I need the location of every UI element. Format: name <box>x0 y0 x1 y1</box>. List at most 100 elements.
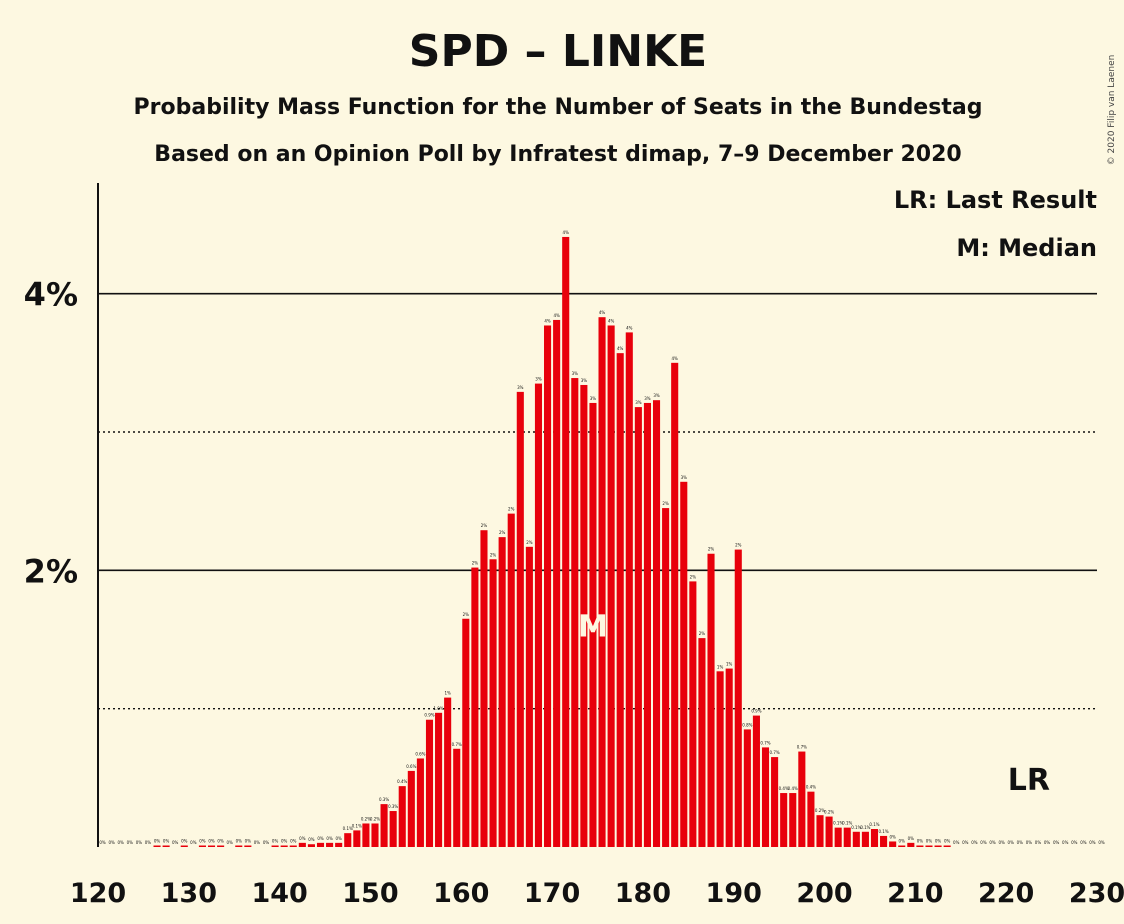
bar-label-141: 0% <box>290 839 297 844</box>
bar-label-182: 2% <box>662 501 669 506</box>
bar-label-171: 4% <box>563 230 570 235</box>
bar-label-206: 0.1% <box>878 829 888 834</box>
bar-154 <box>407 770 415 847</box>
bar-145 <box>326 842 334 847</box>
bar-135 <box>235 845 243 847</box>
bar-208 <box>898 845 906 847</box>
bar-194 <box>771 757 779 847</box>
bar-169 <box>544 325 552 847</box>
bar-label-140: 0% <box>281 839 288 844</box>
x-tick-label: 130 <box>161 878 217 909</box>
bar-label-157: 1.0% <box>433 706 443 711</box>
bar-label-153: 0.4% <box>397 779 407 784</box>
bar-label-190: 2% <box>735 543 742 548</box>
bar-163 <box>489 559 497 847</box>
bar-label-150: 0.2% <box>370 816 380 821</box>
bar-187 <box>707 553 715 847</box>
bar-210 <box>916 845 924 847</box>
bar-149 <box>362 823 370 847</box>
bar-141 <box>289 845 297 847</box>
bar-label-188: 1% <box>717 664 724 669</box>
bar-213 <box>943 845 951 847</box>
bar-129 <box>180 845 188 847</box>
bar-label-223: 0% <box>1035 840 1042 845</box>
bar-label-213: 0% <box>944 839 951 844</box>
last-result-marker: LR <box>1008 763 1050 798</box>
x-ticks: 120 130 140 150 160 170 180 190 200 210 220 230 <box>70 878 1124 909</box>
x-tick-label: 230 <box>1069 878 1124 909</box>
bar-label-212: 0% <box>935 839 942 844</box>
bar-label-135: 0% <box>236 839 243 844</box>
bar-label-218: 0% <box>989 840 996 845</box>
bar-190 <box>734 549 742 847</box>
bar-156 <box>425 719 434 847</box>
bar-172 <box>571 378 579 847</box>
bar-label-227: 0% <box>1071 840 1078 845</box>
x-tick-label: 210 <box>887 878 943 909</box>
bar-label-215: 0% <box>962 840 969 845</box>
bar-212 <box>934 845 942 847</box>
bar-151 <box>380 804 388 847</box>
bar-131 <box>198 845 206 847</box>
bar-label-219: 0% <box>998 840 1005 845</box>
bar-label-169: 4% <box>544 318 551 323</box>
bar-192 <box>752 715 760 847</box>
bar-label-172: 3% <box>572 371 579 376</box>
bars <box>153 236 951 847</box>
bar-143 <box>307 844 315 847</box>
bar-155 <box>416 758 424 847</box>
gridlines <box>98 292 1097 710</box>
bar-label-166: 3% <box>517 385 524 390</box>
bar-label-199: 0.2% <box>815 808 825 813</box>
bar-label-200: 0.2% <box>824 810 834 815</box>
bar-label-155: 0.6% <box>415 751 425 756</box>
bar-label-203: 0.1% <box>851 825 861 830</box>
x-tick-label: 200 <box>796 878 852 909</box>
bar-label-163: 2% <box>490 552 497 557</box>
bar-153 <box>398 786 406 847</box>
bar-196 <box>789 793 797 847</box>
bar-186 <box>698 638 706 847</box>
median-marker: M <box>578 610 608 645</box>
bar-146 <box>335 842 343 847</box>
bar-labels: 0% 0% 0% 0% 0% 0% 0% 0% 0% 0% 0% 0% 0% 0% 0% 0% 0% 0% 0% 0%… <box>99 230 1105 845</box>
bar-184 <box>680 481 688 847</box>
bar-label-142: 0% <box>299 836 306 841</box>
bar-label-208: 0% <box>899 839 906 844</box>
chart-subtitle-2: Based on an Opinion Poll by Infratest di… <box>154 142 961 167</box>
bar-label-165: 2% <box>508 507 515 512</box>
bar-label-164: 2% <box>499 530 506 535</box>
bar-label-198: 0.4% <box>806 785 816 790</box>
bar-label-202: 0.1% <box>842 821 852 826</box>
bar-199 <box>816 815 824 847</box>
bar-140 <box>280 845 288 847</box>
bar-211 <box>925 845 933 847</box>
bar-label-159: 0.7% <box>452 742 462 747</box>
bar-label-196: 0.4% <box>788 786 798 791</box>
bar-label-139: 0% <box>272 839 279 844</box>
bar-label-228: 0% <box>1080 840 1087 845</box>
bar-157 <box>435 712 443 847</box>
bar-206 <box>880 835 888 847</box>
bar-label-179: 3% <box>635 400 642 405</box>
bar-158 <box>444 697 452 847</box>
bar-182 <box>662 508 670 847</box>
bar-label-129: 0% <box>181 839 188 844</box>
bar-label-201: 0.1% <box>833 821 843 826</box>
x-tick-label: 160 <box>433 878 489 909</box>
bar-171 <box>562 236 570 847</box>
bar-170 <box>553 319 561 847</box>
bar-label-130: 0% <box>190 840 197 845</box>
bar-161 <box>471 567 479 847</box>
bar-label-144: 0% <box>317 836 324 841</box>
bar-label-161: 2% <box>472 561 479 566</box>
bar-label-146: 0% <box>335 836 342 841</box>
bar-176 <box>607 325 615 847</box>
bar-label-181: 3% <box>653 393 660 398</box>
bar-label-176: 4% <box>608 318 615 323</box>
bar-136 <box>244 845 252 847</box>
y-tick-label: 4% <box>24 276 78 314</box>
bar-label-204: 0.1% <box>860 825 870 830</box>
bar-label-183: 4% <box>672 356 679 361</box>
bar-label-191: 0.8% <box>742 722 752 727</box>
